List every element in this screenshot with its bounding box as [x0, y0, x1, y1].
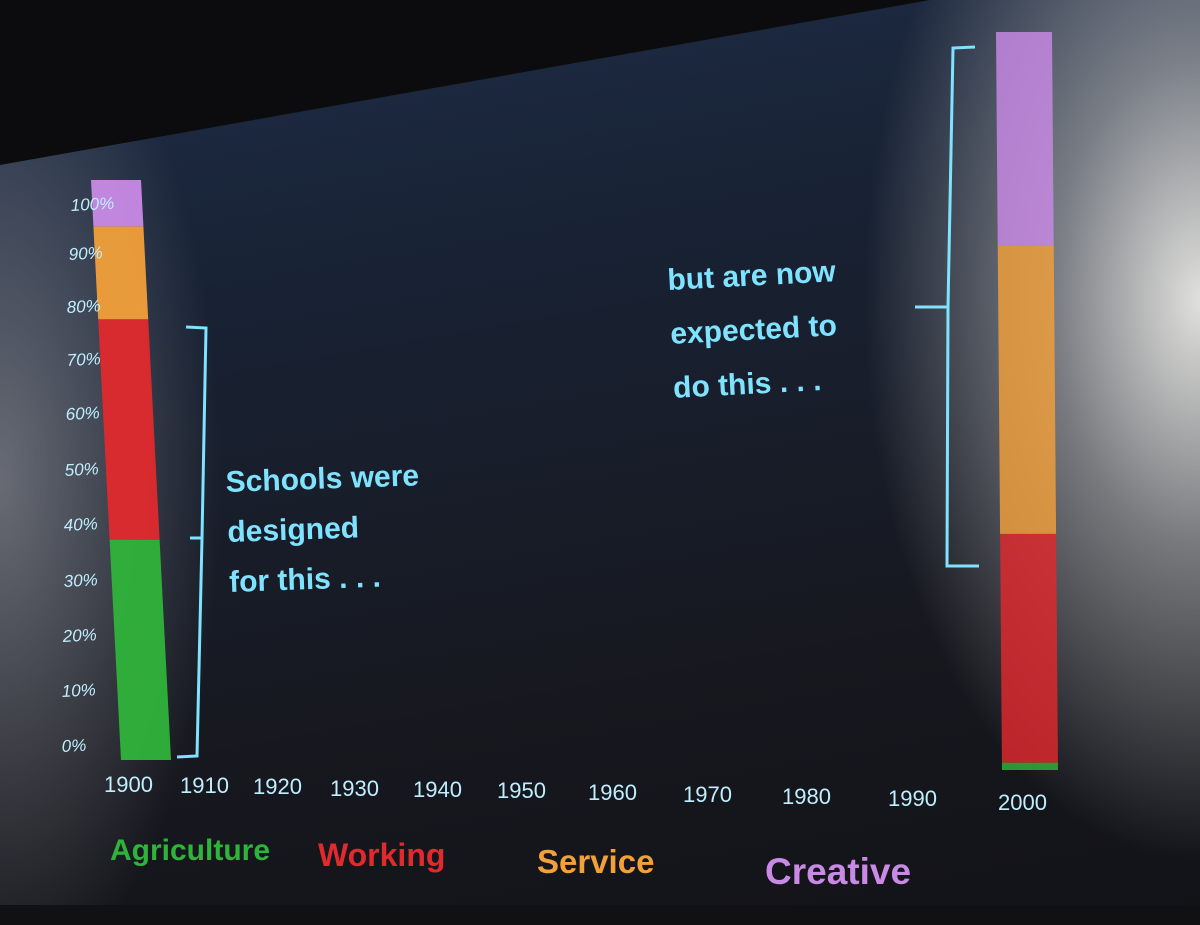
annotation-line: expected to	[669, 309, 837, 351]
y-tick-label: 70%	[66, 349, 101, 370]
x-tick-label: 1930	[330, 776, 379, 801]
bar-stack-2000	[996, 32, 1058, 770]
y-tick-label: 40%	[63, 514, 98, 535]
legend-entry-service: Service	[537, 843, 654, 880]
bar-segment-agriculture-2000	[1001, 762, 1058, 770]
bar-segment-service-2000	[997, 246, 1057, 534]
x-tick-label: 1920	[253, 774, 302, 799]
y-tick-label: 20%	[61, 625, 97, 646]
annotation-line: but are now	[667, 255, 838, 297]
x-tick-label: 1940	[413, 777, 462, 802]
y-tick-label: 50%	[64, 459, 99, 480]
x-tick-label: 2000	[998, 790, 1047, 815]
x-tick-label: 1960	[588, 780, 637, 805]
x-tick-label: 1990	[888, 786, 937, 811]
bar-segment-agriculture-1900	[109, 539, 171, 760]
x-tick-label: 1900	[104, 772, 153, 797]
legend-entry-creative: Creative	[765, 851, 911, 892]
y-tick-label: 60%	[65, 403, 100, 424]
bar-segment-creative-1900	[91, 180, 144, 227]
x-tick-label: 1970	[683, 782, 732, 807]
annotation-line: do this . . .	[672, 364, 822, 405]
x-tick-label: 1950	[497, 778, 546, 803]
bar-stack-1900	[91, 180, 171, 760]
bar-segment-working-1900	[98, 319, 160, 540]
annotation-schools: Schools were designed for this . . .	[225, 459, 419, 599]
annotation-line: Schools were	[225, 459, 419, 499]
legend-entry-agriculture: Agriculture	[110, 834, 270, 867]
bar-segment-working-2000	[1000, 533, 1058, 763]
bracket-schools	[176, 325, 208, 759]
bar-segment-service-1900	[93, 226, 149, 320]
legend-entry-working: Working	[318, 837, 445, 873]
bar-segment-creative-2000	[996, 32, 1054, 247]
annotation-line: designed	[227, 511, 360, 549]
x-tick-label: 1910	[180, 773, 229, 798]
bracket-expected	[915, 45, 979, 568]
y-tick-label: 30%	[63, 570, 98, 591]
x-tick-label: 1980	[782, 784, 831, 809]
annotation-line: for this . . .	[229, 561, 382, 599]
y-tick-label: 90%	[68, 243, 103, 264]
y-tick-label: 100%	[70, 194, 114, 215]
annotation-expected: but are now expected to do this . . .	[667, 255, 838, 405]
y-tick-label: 80%	[66, 296, 101, 317]
y-tick-label: 0%	[61, 736, 87, 756]
y-tick-label: 10%	[61, 680, 96, 701]
